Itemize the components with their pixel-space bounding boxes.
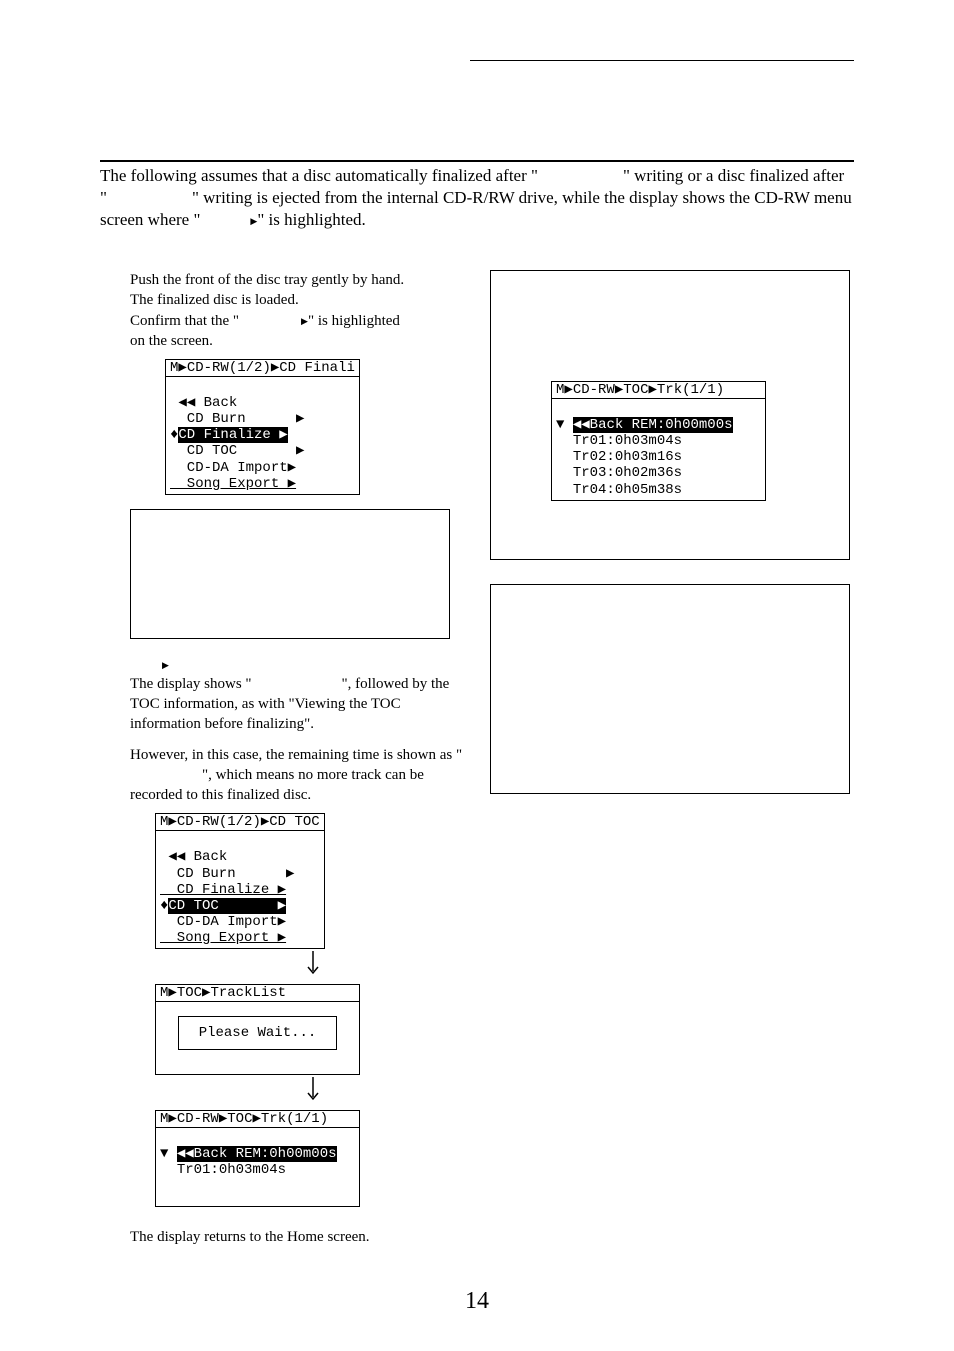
down-arrow-icon xyxy=(210,1075,415,1110)
left-column: Push the front of the disc tray gently b… xyxy=(100,270,470,1246)
step1-line: on the screen. xyxy=(130,331,470,351)
step2-paragraph: The display shows "", followed by the TO… xyxy=(130,674,470,735)
lcd-title: M▶CD-RW▶TOC▶Trk(1/1) xyxy=(552,382,765,399)
lcd-trk-big-screen: M▶CD-RW▶TOC▶Trk(1/1) ▼ ◀◀Back REM:0h00m0… xyxy=(551,381,766,501)
triangle-icon: ▶ xyxy=(301,316,308,326)
header-rule xyxy=(470,60,854,61)
step1-line: Confirm that the "▶" is highlighted xyxy=(130,311,470,331)
intro-text: The following assumes that a disc automa… xyxy=(100,166,538,185)
step1-line: The finalized disc is loaded. xyxy=(130,290,470,310)
lcd-row: Tr01:0h03m04s xyxy=(160,1162,286,1178)
lcd-trk-small-screen: M▶CD-RW▶TOC▶Trk(1/1) ▼ ◀◀Back REM:0h00m0… xyxy=(155,1110,360,1207)
lcd-row: ◀◀ Back xyxy=(160,849,227,865)
intro-paragraph: The following assumes that a disc automa… xyxy=(100,165,854,231)
lcd-row: Song Export ▶ xyxy=(160,930,286,946)
right-column: M▶CD-RW▶TOC▶Trk(1/1) ▼ ◀◀Back REM:0h00m0… xyxy=(490,270,854,794)
lcd-title: M▶TOC▶TrackList xyxy=(156,985,359,1002)
placeholder-figure-box xyxy=(130,509,450,639)
lcd-row: CD Finalize ▶ xyxy=(160,882,286,898)
lcd-row: CD Burn ▶ xyxy=(170,411,304,427)
lcd-wait-msg: Please Wait... xyxy=(178,1016,337,1050)
section-rule xyxy=(100,160,854,162)
lcd-row: Tr04:0h05m38s xyxy=(556,482,682,498)
lcd-row-hl: ♦CD Finalize ▶ xyxy=(170,427,288,443)
triangle-icon: ▶ xyxy=(162,660,169,670)
lcd-row-hl: ▼ ◀◀Back REM:0h00m00s xyxy=(160,1146,337,1162)
lcd-row: CD TOC ▶ xyxy=(170,443,304,459)
lcd-title: M▶CD-RW▶TOC▶Trk(1/1) xyxy=(156,1111,359,1128)
intro-text: " writing is ejected from the internal C… xyxy=(100,188,852,229)
step1-line: Push the front of the disc tray gently b… xyxy=(130,270,470,290)
step2-arrow-label: ▶ xyxy=(130,657,470,674)
lcd-row: CD-DA Import▶ xyxy=(170,460,296,476)
lcd-row: ◀◀ Back xyxy=(170,395,237,411)
lcd-sequence: M▶CD-RW(1/2)▶CD TOC ◀◀ Back CD Burn ▶ CD… xyxy=(155,813,470,1207)
right-figure-frame: M▶CD-RW▶TOC▶Trk(1/1) ▼ ◀◀Back REM:0h00m0… xyxy=(490,270,850,560)
lcd-title: M▶CD-RW(1/2)▶CD Finali xyxy=(166,360,359,377)
right-empty-frame xyxy=(490,584,850,794)
lcd-row: Tr03:0h02m36s xyxy=(556,465,682,481)
lcd-row: Tr02:0h03m16s xyxy=(556,449,682,465)
lcd-title: M▶CD-RW(1/2)▶CD TOC xyxy=(156,814,324,831)
bottom-note: The display returns to the Home screen. xyxy=(130,1229,470,1246)
lcd-toc-screen: M▶CD-RW(1/2)▶CD TOC ◀◀ Back CD Burn ▶ CD… xyxy=(155,813,325,949)
step2-paragraph: However, in this case, the remaining tim… xyxy=(130,745,470,806)
step1-text: Push the front of the disc tray gently b… xyxy=(130,270,470,351)
page-number: 14 xyxy=(0,1288,954,1315)
lcd-row: CD-DA Import▶ xyxy=(160,914,286,930)
lcd-row: CD Burn ▶ xyxy=(160,866,294,882)
down-arrow-icon xyxy=(210,949,415,984)
lcd-finalize-screen: M▶CD-RW(1/2)▶CD Finali ◀◀ Back CD Burn ▶… xyxy=(165,359,470,495)
lcd-row: Song Export ▶ xyxy=(170,476,296,492)
lcd-row-hl: ♦CD TOC ▶ xyxy=(160,898,286,914)
lcd-row-hl: ▼ ◀◀Back REM:0h00m00s xyxy=(556,417,733,433)
lcd-row: Tr01:0h03m04s xyxy=(556,433,682,449)
intro-text: " is highlighted. xyxy=(257,210,365,229)
lcd-wait-screen: M▶TOC▶TrackList Please Wait... xyxy=(155,984,360,1075)
